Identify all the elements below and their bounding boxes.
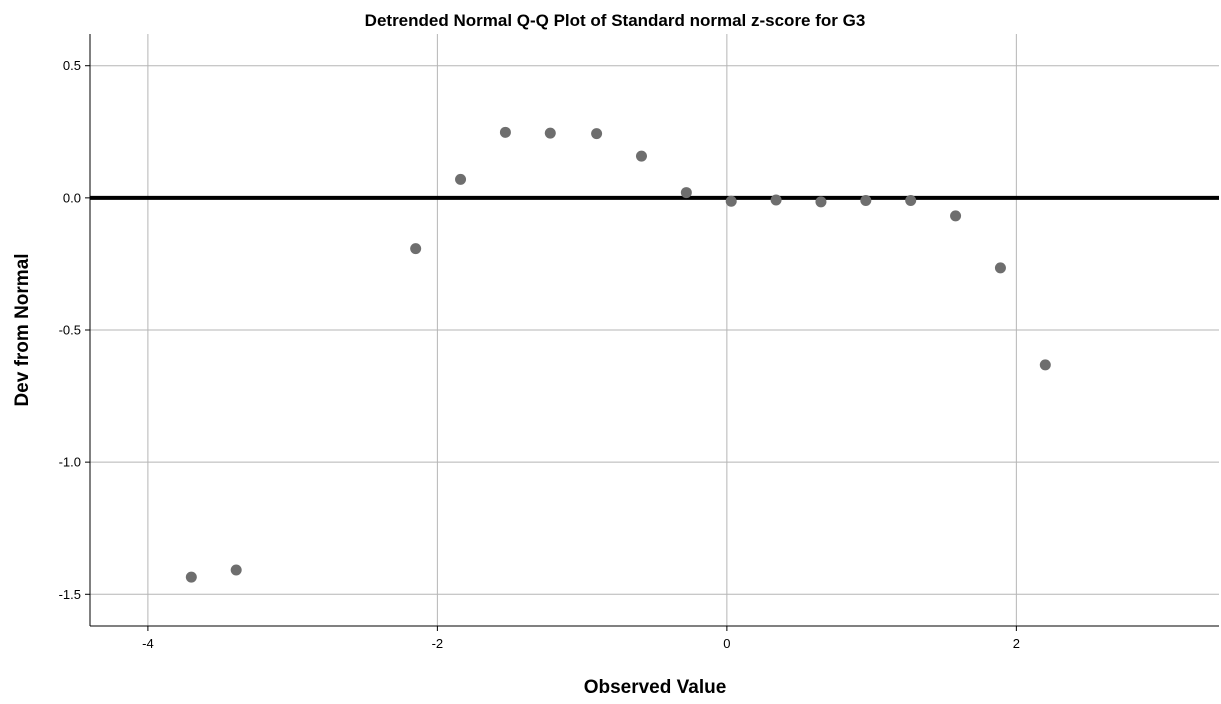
x-tick-label: -4 bbox=[142, 636, 154, 651]
y-tick-label: 0.0 bbox=[63, 190, 81, 205]
y-axis-label: Dev from Normal bbox=[12, 253, 33, 406]
y-tick-label: -0.5 bbox=[59, 323, 81, 338]
y-tick-label: 0.5 bbox=[63, 58, 81, 73]
data-point bbox=[499, 126, 511, 138]
y-tick-label: -1.5 bbox=[59, 587, 81, 602]
data-point bbox=[950, 210, 962, 222]
data-point bbox=[591, 128, 603, 140]
x-tick-label: 0 bbox=[723, 636, 730, 651]
data-points-layer bbox=[185, 126, 1051, 583]
data-point bbox=[770, 194, 782, 206]
data-point bbox=[410, 243, 422, 255]
data-point bbox=[455, 173, 467, 185]
tick-labels-layer: -4 -2 0 2 0.5 0.0 -0.5 -1.0 -1.5 bbox=[59, 58, 1020, 651]
data-point bbox=[230, 564, 242, 576]
data-point bbox=[185, 571, 197, 583]
x-tick-label: 2 bbox=[1013, 636, 1020, 651]
axis-layer bbox=[85, 34, 1219, 631]
data-point bbox=[544, 127, 556, 139]
x-axis-label: Observed Value bbox=[584, 677, 727, 698]
x-tick-label: -2 bbox=[432, 636, 444, 651]
y-tick-label: -1.0 bbox=[59, 455, 81, 470]
data-point bbox=[635, 150, 647, 162]
chart-title: Detrended Normal Q-Q Plot of Standard no… bbox=[365, 11, 866, 30]
data-point bbox=[680, 187, 692, 199]
data-point bbox=[905, 195, 917, 206]
data-point bbox=[725, 195, 737, 207]
data-point bbox=[994, 262, 1006, 274]
grid-layer bbox=[90, 34, 1219, 626]
data-point bbox=[815, 196, 827, 208]
data-point bbox=[860, 195, 872, 206]
data-point bbox=[1039, 359, 1051, 371]
